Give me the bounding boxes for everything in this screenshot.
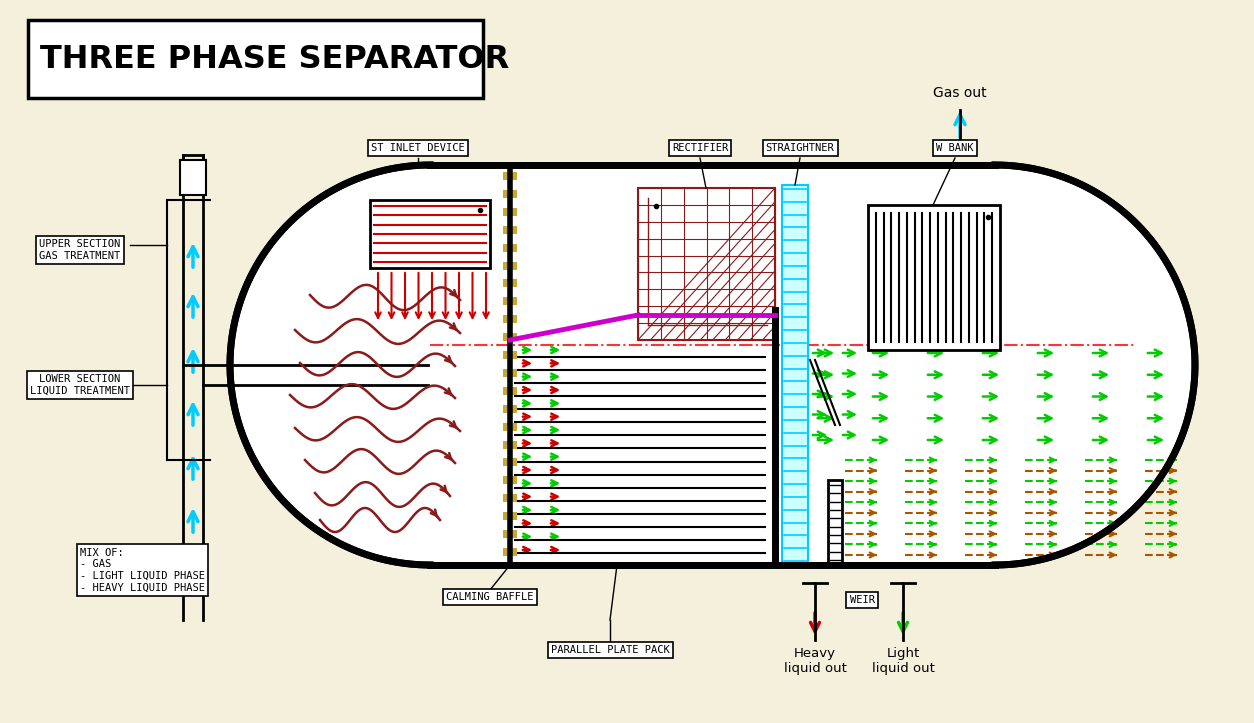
Bar: [503, 226, 517, 234]
Bar: [370, 200, 490, 268]
Bar: [28, 20, 483, 98]
Bar: [503, 208, 517, 215]
Bar: [503, 405, 517, 413]
Text: RECTIFIER: RECTIFIER: [672, 143, 729, 153]
Text: PARALLEL PLATE PACK: PARALLEL PLATE PACK: [551, 645, 670, 655]
Bar: [503, 172, 517, 180]
Text: Gas out: Gas out: [933, 86, 987, 100]
Polygon shape: [229, 165, 1195, 565]
Bar: [503, 512, 517, 520]
Bar: [503, 333, 517, 341]
Text: STRAIGHTNER: STRAIGHTNER: [766, 143, 834, 153]
Bar: [503, 476, 517, 484]
Bar: [503, 351, 517, 359]
Text: LOWER SECTION
LIQUID TREATMENT: LOWER SECTION LIQUID TREATMENT: [30, 375, 130, 395]
Text: MIX OF:
- GAS
- LIGHT LIQUID PHASE
- HEAVY LIQUID PHASE: MIX OF: - GAS - LIGHT LIQUID PHASE - HEA…: [80, 547, 204, 592]
Text: ST INLET DEVICE: ST INLET DEVICE: [371, 143, 465, 153]
Bar: [638, 188, 775, 340]
Text: Heavy
liquid out: Heavy liquid out: [784, 647, 846, 675]
Bar: [503, 279, 517, 288]
Bar: [782, 185, 808, 565]
Bar: [503, 495, 517, 502]
Bar: [868, 205, 999, 350]
Bar: [503, 548, 517, 556]
Bar: [181, 160, 206, 195]
Bar: [503, 458, 517, 466]
Bar: [503, 530, 517, 538]
Text: CALMING BAFFLE: CALMING BAFFLE: [446, 592, 534, 602]
Bar: [503, 315, 517, 323]
Bar: [503, 423, 517, 431]
Bar: [503, 262, 517, 270]
Text: Light
liquid out: Light liquid out: [872, 647, 934, 675]
Text: W BANK: W BANK: [937, 143, 974, 153]
Text: UPPER SECTION
GAS TREATMENT: UPPER SECTION GAS TREATMENT: [39, 239, 120, 261]
Bar: [828, 480, 841, 565]
Bar: [503, 190, 517, 198]
Bar: [503, 244, 517, 252]
Bar: [503, 387, 517, 395]
Text: THREE PHASE SEPARATOR: THREE PHASE SEPARATOR: [40, 45, 509, 75]
Bar: [503, 440, 517, 448]
Bar: [503, 297, 517, 305]
Text: WEIR: WEIR: [849, 595, 874, 605]
Bar: [503, 369, 517, 377]
